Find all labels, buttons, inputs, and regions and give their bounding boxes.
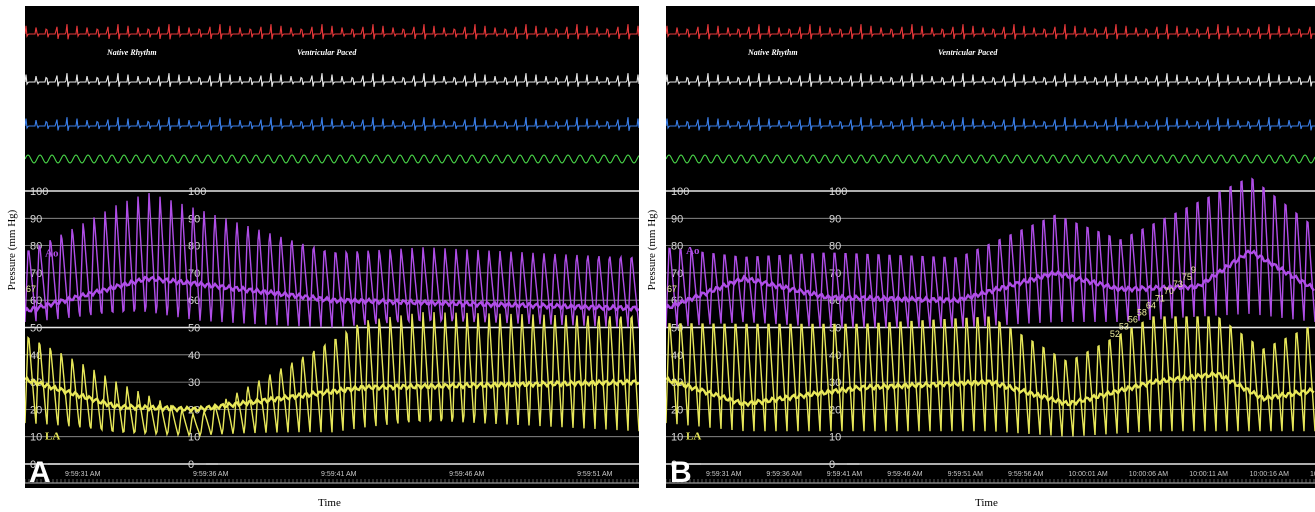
time-tick-label: 9:59:41 AM: [321, 471, 357, 478]
y-tick-label: 10: [30, 432, 42, 444]
y-tick-label: 40: [829, 350, 841, 362]
ecg-trace-blue: [666, 117, 1315, 131]
y-tick-label: 0: [188, 459, 194, 471]
ecg-trace-blue: [25, 117, 639, 131]
panel-label: B: [670, 456, 692, 488]
series-la-waveform: [666, 316, 1315, 437]
series-label-ao: Ao: [45, 248, 59, 260]
y-tick-label: 40: [671, 350, 683, 362]
rhythm-annotation: Ventricular Paced: [297, 48, 357, 57]
rhythm-annotation: Native Rhythm: [747, 48, 798, 57]
y-tick-label: 70: [829, 268, 841, 280]
y-tick-label: 10: [188, 432, 200, 444]
y-axis-label-a: Pressure (mm Hg): [6, 20, 18, 480]
time-tick-label: 9:59:31 AM: [706, 471, 742, 478]
value-marker: 53: [1119, 322, 1129, 332]
y-tick-label: 80: [829, 241, 841, 253]
y-tick-label: 0: [671, 459, 677, 471]
y-axis-label-b: Pressure (mm Hg): [646, 20, 658, 480]
value-marker: 70: [1164, 286, 1174, 296]
y-tick-label: 20: [188, 404, 200, 416]
series-label-la: LA: [686, 430, 701, 442]
y-tick-label: 90: [671, 213, 683, 225]
time-tick-label: 9:59:36 AM: [766, 471, 802, 478]
panel-b: Native Rhythm Ventricular Paced 0 10 20 30 40 5…: [666, 6, 1315, 488]
panel-label: A: [29, 456, 51, 488]
value-marker: 9: [1191, 265, 1196, 275]
time-tick-label: 9:59:41 AM: [827, 471, 863, 478]
value-marker: 73: [1173, 279, 1183, 289]
series-la-waveform: [25, 312, 639, 438]
y-tick-label: 50: [188, 323, 200, 335]
ecg-trace-green: [666, 154, 1315, 164]
series-label-la: LA: [45, 430, 60, 442]
y-tick-label: 100: [671, 186, 689, 198]
y-tick-label: 10: [829, 432, 841, 444]
monitor-chart-a: Native Rhythm Ventricular Paced 0 10 20 30 40 5…: [25, 6, 639, 488]
series-la-mean: [666, 370, 1315, 408]
ecg-trace-red: [666, 24, 1315, 40]
series-ao-waveform: [25, 193, 639, 328]
panel-a: Native Rhythm Ventricular Paced 0 10 20 30 40 5…: [25, 6, 639, 488]
y-tick-label: 70: [188, 268, 200, 280]
value-marker: 64: [1146, 300, 1156, 310]
y-tick-label: 80: [188, 241, 200, 253]
y-tick-label: 10: [671, 432, 683, 444]
value-marker: 75: [1182, 272, 1192, 282]
y-tick-label: 60: [188, 295, 200, 307]
time-tick-label: 9:59:31 AM: [65, 471, 101, 478]
y-tick-label: 90: [829, 213, 841, 225]
y-tick-label: 70: [30, 268, 42, 280]
value-marker: 52: [1110, 329, 1120, 339]
time-tick-label: 9:59:51 AM: [948, 471, 984, 478]
y-axis-label-text: Pressure (mm Hg): [646, 209, 658, 291]
time-tick-label: 9:59:46 AM: [887, 471, 923, 478]
y-tick-label: 50: [30, 323, 42, 335]
x-axis-label-a: Time: [318, 497, 341, 509]
y-tick-label: 100: [829, 186, 847, 198]
value-marker: 58: [1137, 307, 1147, 317]
time-tick-label: 9:59:56 AM: [1008, 471, 1044, 478]
value-marker: 56: [1128, 315, 1138, 325]
rhythm-annotation: Native Rhythm: [106, 48, 157, 57]
y-tick-label: 30: [188, 377, 200, 389]
y-tick-label: 90: [30, 213, 42, 225]
time-tick-label: 9:59:46 AM: [449, 471, 485, 478]
time-tick-label: 10:00:2: [1310, 471, 1315, 478]
series-la-mean: [25, 375, 639, 414]
value-marker: 67: [26, 284, 36, 294]
y-axis-label-text: Pressure (mm Hg): [6, 209, 18, 291]
y-tick-label: 100: [30, 186, 48, 198]
time-tick-label: 10:00:16 AM: [1250, 471, 1289, 478]
y-tick-label: 70: [671, 268, 683, 280]
value-marker: 67: [667, 284, 677, 294]
y-tick-label: 0: [30, 459, 36, 471]
series-ao-mean: [25, 275, 639, 313]
time-tick-label: 10:00:11 AM: [1189, 471, 1228, 478]
time-tick-label: 10:00:01 AM: [1068, 471, 1107, 478]
y-tick-label: 0: [829, 459, 835, 471]
monitor-chart-b: Native Rhythm Ventricular Paced0102030405…: [666, 6, 1315, 488]
ecg-trace-white: [25, 73, 639, 87]
x-axis-label-b: Time: [975, 497, 998, 509]
y-tick-label: 40: [188, 350, 200, 362]
ecg-trace-white: [666, 73, 1315, 87]
rhythm-annotation: Ventricular Paced: [938, 48, 998, 57]
time-tick-label: 9:59:51 AM: [577, 471, 613, 478]
series-label-ao: Ao: [686, 245, 700, 257]
value-marker: 71: [1155, 293, 1165, 303]
time-tick-label: 9:59:36 AM: [193, 471, 229, 478]
ecg-trace-green: [25, 154, 639, 164]
time-tick-label: 10:00:06 AM: [1129, 471, 1168, 478]
y-tick-label: 100: [188, 186, 206, 198]
ecg-trace-red: [25, 24, 639, 40]
series-ao-mean: [666, 249, 1315, 310]
series-ao-waveform: [666, 177, 1315, 328]
